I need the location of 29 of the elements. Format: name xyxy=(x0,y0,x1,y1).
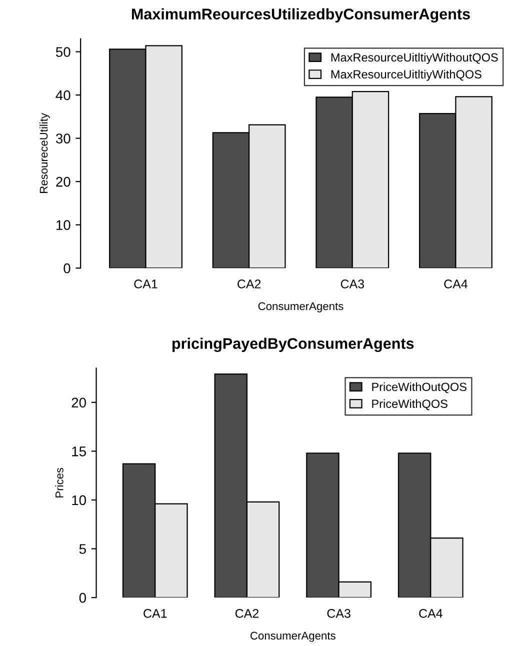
y-tick-label: 50 xyxy=(56,47,70,57)
y-axis-title: ResoureceUtility xyxy=(39,113,50,193)
y-tick-label: 10 xyxy=(72,495,86,506)
x-tick-label: CA4 xyxy=(444,280,468,288)
y-tick-label: 0 xyxy=(79,592,86,603)
x-tick-label: CA3 xyxy=(340,280,364,288)
x-axis-title: ConsumerAgents xyxy=(258,302,344,312)
chart-title: MaximumReourcesUtilizedbyConsumerAgents xyxy=(132,8,470,23)
x-tick-label: CA1 xyxy=(144,608,167,618)
legend-label: PriceWithOutQOS xyxy=(372,382,466,394)
x-tick-label: CA2 xyxy=(235,608,258,618)
y-tick-label: 20 xyxy=(56,176,70,187)
x-axis-title: ConsumerAgents xyxy=(250,632,336,642)
y-tick-label: 15 xyxy=(72,446,86,456)
legend-label: PriceWithQOS xyxy=(372,399,448,410)
x-tick-label: CA2 xyxy=(238,280,261,288)
legend-label: MaxResourceUitltiyWithQOS xyxy=(331,70,482,81)
y-tick-label: 20 xyxy=(72,398,86,408)
y-axis-title: Prices xyxy=(55,468,64,498)
x-tick-label: CA1 xyxy=(134,280,158,288)
y-tick-label: 10 xyxy=(56,220,70,230)
y-tick-label: 5 xyxy=(79,544,86,554)
x-tick-label: CA3 xyxy=(327,608,350,618)
legend-label: MaxResourceUitltiyWithoutQOS xyxy=(331,52,498,64)
y-tick-label: 30 xyxy=(56,134,70,144)
chart-title: pricingPayedByConsumerAgents xyxy=(172,338,414,352)
y-tick-label: 40 xyxy=(56,90,70,100)
y-tick-label: 0 xyxy=(64,263,70,274)
x-tick-label: CA4 xyxy=(419,608,442,618)
